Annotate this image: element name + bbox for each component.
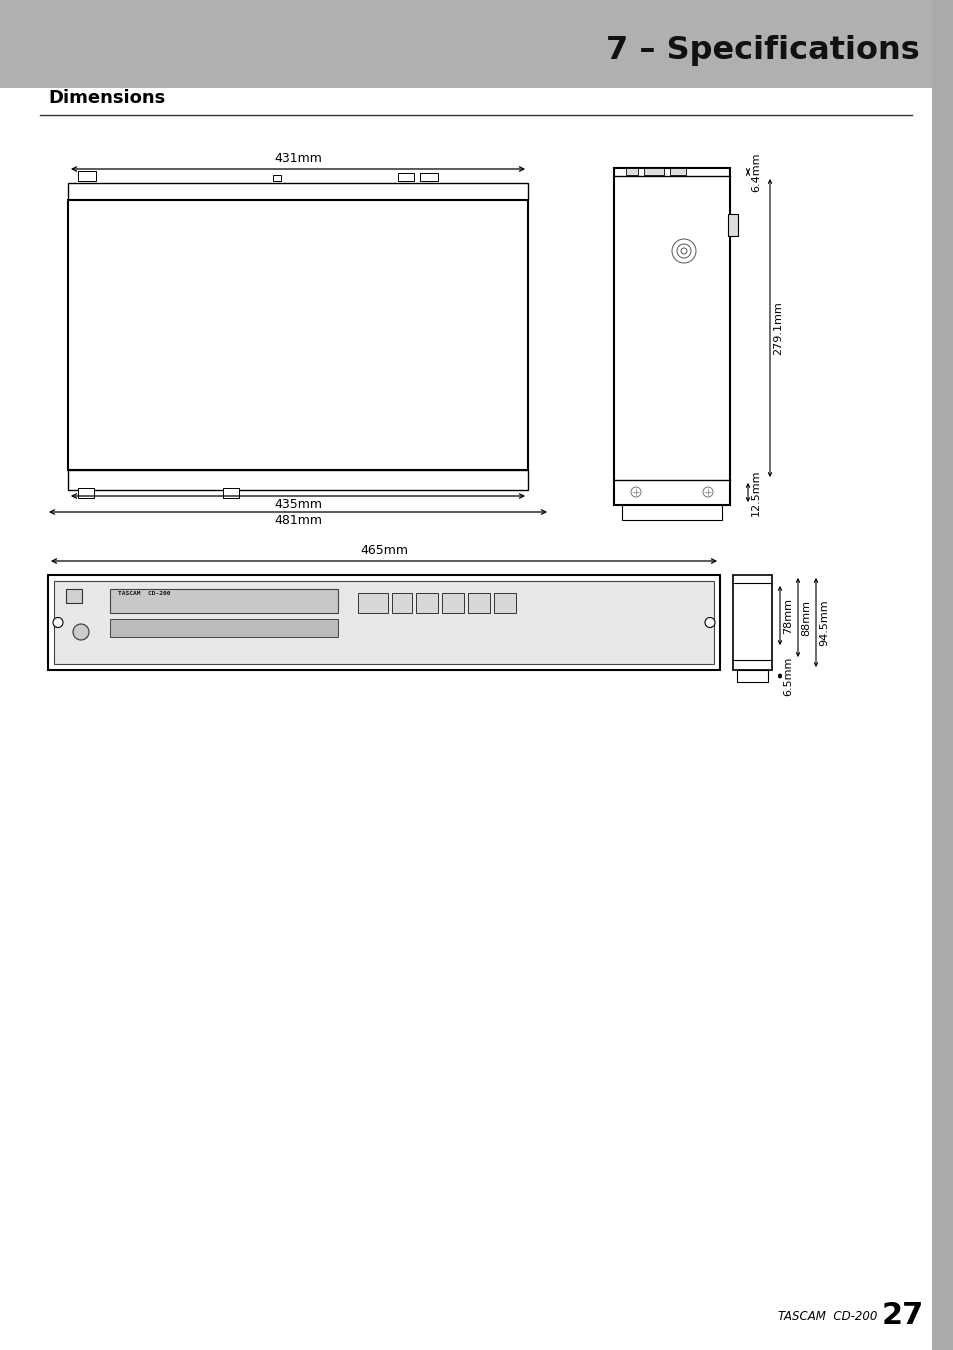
Text: 94.5mm: 94.5mm bbox=[818, 599, 828, 645]
Bar bbox=[223, 487, 239, 498]
Bar bbox=[78, 171, 96, 181]
Bar bbox=[441, 593, 463, 613]
Bar bbox=[48, 575, 720, 670]
Bar bbox=[68, 200, 527, 470]
Bar bbox=[110, 589, 337, 613]
Bar bbox=[669, 167, 685, 176]
Text: 431mm: 431mm bbox=[274, 153, 321, 165]
Text: 481mm: 481mm bbox=[274, 514, 322, 526]
Bar bbox=[110, 620, 337, 637]
Circle shape bbox=[53, 617, 63, 628]
Bar bbox=[78, 487, 94, 498]
Bar bbox=[737, 670, 767, 682]
Bar bbox=[625, 167, 638, 176]
Bar bbox=[397, 173, 414, 181]
Text: 7 – Specifications: 7 – Specifications bbox=[605, 35, 919, 66]
Text: 435mm: 435mm bbox=[274, 498, 322, 512]
Text: 88mm: 88mm bbox=[801, 599, 810, 636]
Bar bbox=[416, 593, 437, 613]
Text: 27: 27 bbox=[882, 1301, 923, 1331]
Bar bbox=[357, 593, 388, 613]
Bar bbox=[419, 173, 437, 181]
Bar bbox=[614, 167, 729, 505]
Text: 78mm: 78mm bbox=[782, 598, 792, 633]
Text: TASCAM  CD-200: TASCAM CD-200 bbox=[778, 1310, 877, 1323]
Bar bbox=[931, 0, 953, 1350]
Bar bbox=[0, 0, 953, 88]
Bar bbox=[468, 593, 490, 613]
Bar bbox=[273, 176, 281, 181]
Bar bbox=[621, 505, 721, 520]
Bar bbox=[643, 167, 663, 176]
Circle shape bbox=[704, 617, 714, 628]
Bar bbox=[68, 184, 527, 200]
Text: TASCAM  CD-200: TASCAM CD-200 bbox=[118, 591, 171, 595]
Text: 12.5mm: 12.5mm bbox=[750, 470, 760, 516]
Bar bbox=[494, 593, 516, 613]
Bar bbox=[68, 470, 527, 490]
Text: 6.5mm: 6.5mm bbox=[782, 656, 792, 695]
Text: 279.1mm: 279.1mm bbox=[772, 301, 782, 355]
Bar bbox=[732, 575, 771, 670]
Bar bbox=[727, 215, 738, 236]
Text: 465mm: 465mm bbox=[359, 544, 408, 558]
Bar bbox=[66, 589, 82, 603]
Bar bbox=[392, 593, 412, 613]
Circle shape bbox=[73, 624, 89, 640]
Text: Dimensions: Dimensions bbox=[48, 89, 165, 107]
Bar bbox=[54, 580, 713, 664]
Text: 6.4mm: 6.4mm bbox=[750, 153, 760, 192]
